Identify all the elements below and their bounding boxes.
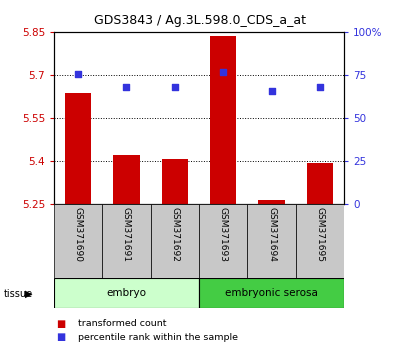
Point bbox=[123, 84, 130, 90]
Point bbox=[220, 69, 226, 75]
Bar bbox=[65, 93, 92, 204]
Point bbox=[268, 88, 275, 94]
Bar bbox=[258, 200, 285, 204]
Text: GSM371693: GSM371693 bbox=[219, 207, 228, 262]
Bar bbox=[306, 164, 333, 204]
Bar bbox=[247, 204, 296, 278]
Text: GDS3843 / Ag.3L.598.0_CDS_a_at: GDS3843 / Ag.3L.598.0_CDS_a_at bbox=[94, 14, 306, 27]
Text: transformed count: transformed count bbox=[78, 319, 166, 329]
Text: GSM371690: GSM371690 bbox=[74, 207, 83, 262]
Text: embryonic serosa: embryonic serosa bbox=[225, 288, 318, 298]
Text: ▶: ▶ bbox=[25, 289, 32, 299]
Bar bbox=[151, 204, 199, 278]
Bar bbox=[102, 204, 151, 278]
Point bbox=[317, 84, 323, 90]
Text: GSM371694: GSM371694 bbox=[267, 207, 276, 262]
Bar bbox=[296, 204, 344, 278]
Bar bbox=[54, 278, 199, 308]
Text: ■: ■ bbox=[56, 332, 65, 342]
Bar bbox=[199, 204, 247, 278]
Point bbox=[75, 71, 81, 77]
Text: GSM371691: GSM371691 bbox=[122, 207, 131, 262]
Bar bbox=[210, 36, 236, 204]
Text: ■: ■ bbox=[56, 319, 65, 329]
Bar bbox=[199, 278, 344, 308]
Text: embryo: embryo bbox=[106, 288, 146, 298]
Text: GSM371695: GSM371695 bbox=[315, 207, 324, 262]
Text: percentile rank within the sample: percentile rank within the sample bbox=[78, 332, 238, 342]
Bar bbox=[54, 204, 102, 278]
Point bbox=[172, 84, 178, 90]
Text: GSM371692: GSM371692 bbox=[170, 207, 179, 262]
Bar bbox=[113, 155, 140, 204]
Bar bbox=[162, 159, 188, 204]
Text: tissue: tissue bbox=[4, 289, 33, 299]
